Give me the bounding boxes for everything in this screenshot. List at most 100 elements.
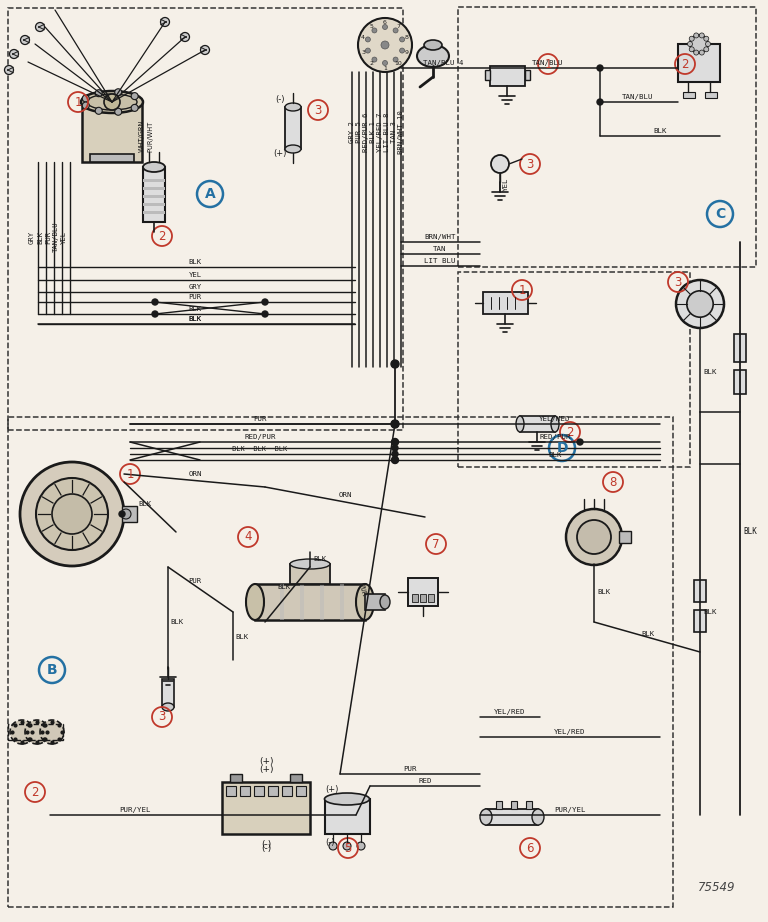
Text: PUR/WHT: PUR/WHT [147, 121, 153, 152]
Text: GRY: GRY [29, 230, 35, 243]
Circle shape [36, 478, 108, 550]
Text: PUR: PUR [357, 583, 366, 597]
Text: PUR: PUR [45, 230, 51, 243]
Text: GRY: GRY [188, 284, 201, 290]
Text: (-): (-) [261, 840, 271, 849]
Circle shape [104, 94, 120, 110]
Text: BLK: BLK [548, 452, 561, 458]
Circle shape [392, 445, 398, 451]
Text: (+): (+) [273, 149, 286, 158]
Text: PUR: PUR [403, 766, 417, 772]
Bar [162, 679, 174, 707]
Circle shape [343, 842, 351, 850]
Ellipse shape [532, 809, 544, 825]
Ellipse shape [143, 162, 165, 172]
Text: BRN/WHT: BRN/WHT [424, 234, 455, 240]
Text: BLK: BLK [170, 619, 183, 625]
Text: 1: 1 [518, 283, 526, 297]
Circle shape [161, 18, 170, 27]
Text: WHT/GRN: WHT/GRN [139, 120, 145, 152]
Text: TAN/BLU: TAN/BLU [53, 221, 59, 253]
Text: BLK: BLK [313, 556, 326, 562]
Text: ORN: ORN [338, 492, 352, 498]
Text: 7: 7 [396, 24, 401, 29]
Text: BRN/WHT 10: BRN/WHT 10 [398, 110, 404, 154]
Circle shape [121, 509, 131, 519]
Text: 10: 10 [395, 61, 402, 66]
Circle shape [9, 50, 18, 58]
Circle shape [700, 33, 704, 38]
Circle shape [393, 28, 398, 33]
Bar [694, 610, 706, 632]
Circle shape [391, 420, 399, 428]
Text: 3: 3 [158, 711, 166, 724]
Bar [525, 70, 530, 80]
Circle shape [35, 22, 45, 31]
Circle shape [703, 36, 709, 41]
Bar [296, 786, 306, 796]
Ellipse shape [325, 793, 369, 805]
Circle shape [689, 47, 694, 52]
Bar [240, 786, 250, 796]
Circle shape [392, 439, 398, 445]
Circle shape [676, 280, 724, 328]
Bar [683, 92, 695, 98]
Circle shape [706, 41, 710, 46]
Text: BLK: BLK [703, 609, 717, 615]
Bar [458, 7, 756, 267]
Text: 4: 4 [244, 530, 252, 543]
Bar [619, 531, 631, 543]
Ellipse shape [290, 559, 330, 569]
Bar [458, 272, 690, 467]
Circle shape [114, 108, 122, 115]
Ellipse shape [424, 40, 442, 50]
Ellipse shape [516, 416, 524, 432]
Bar [285, 107, 301, 149]
Text: BLK: BLK [654, 128, 667, 134]
Text: 8: 8 [609, 476, 617, 489]
Text: YEL/MED: YEL/MED [539, 416, 571, 422]
Text: (+): (+) [325, 785, 339, 794]
Text: (+): (+) [259, 765, 273, 774]
Circle shape [21, 36, 29, 44]
Ellipse shape [491, 155, 509, 173]
Bar [300, 584, 304, 620]
Bar [511, 801, 517, 809]
Text: YEL/RED: YEL/RED [495, 709, 526, 715]
Text: 1: 1 [383, 65, 387, 70]
Text: YEL/RED 7: YEL/RED 7 [377, 112, 383, 152]
Bar [485, 70, 490, 80]
Text: 1: 1 [545, 57, 551, 70]
Bar [143, 203, 165, 206]
Text: ORN: ORN [188, 471, 202, 477]
Text: 1: 1 [126, 467, 134, 480]
Bar [90, 154, 134, 162]
Bar [280, 584, 284, 620]
Circle shape [262, 311, 268, 317]
Text: B: B [47, 663, 58, 677]
Text: YEL: YEL [61, 230, 67, 243]
Circle shape [5, 65, 14, 75]
Ellipse shape [162, 703, 174, 711]
Circle shape [366, 48, 370, 53]
Bar [490, 66, 525, 86]
Circle shape [10, 720, 34, 744]
Text: 9: 9 [405, 50, 409, 54]
Text: C: C [715, 207, 725, 221]
Bar [143, 167, 165, 222]
Bar [365, 594, 385, 610]
Circle shape [399, 37, 405, 41]
Bar [254, 786, 264, 796]
Circle shape [82, 95, 89, 102]
Circle shape [358, 18, 412, 72]
Text: BLK: BLK [188, 306, 201, 312]
Circle shape [382, 61, 388, 65]
Circle shape [382, 25, 388, 30]
Bar [486, 809, 538, 825]
Text: YEL/RED: YEL/RED [554, 729, 586, 735]
Text: RED/PUR: RED/PUR [539, 434, 571, 440]
Text: 3: 3 [314, 103, 322, 116]
Bar [420, 594, 426, 602]
Bar [143, 187, 165, 190]
Circle shape [687, 290, 713, 317]
